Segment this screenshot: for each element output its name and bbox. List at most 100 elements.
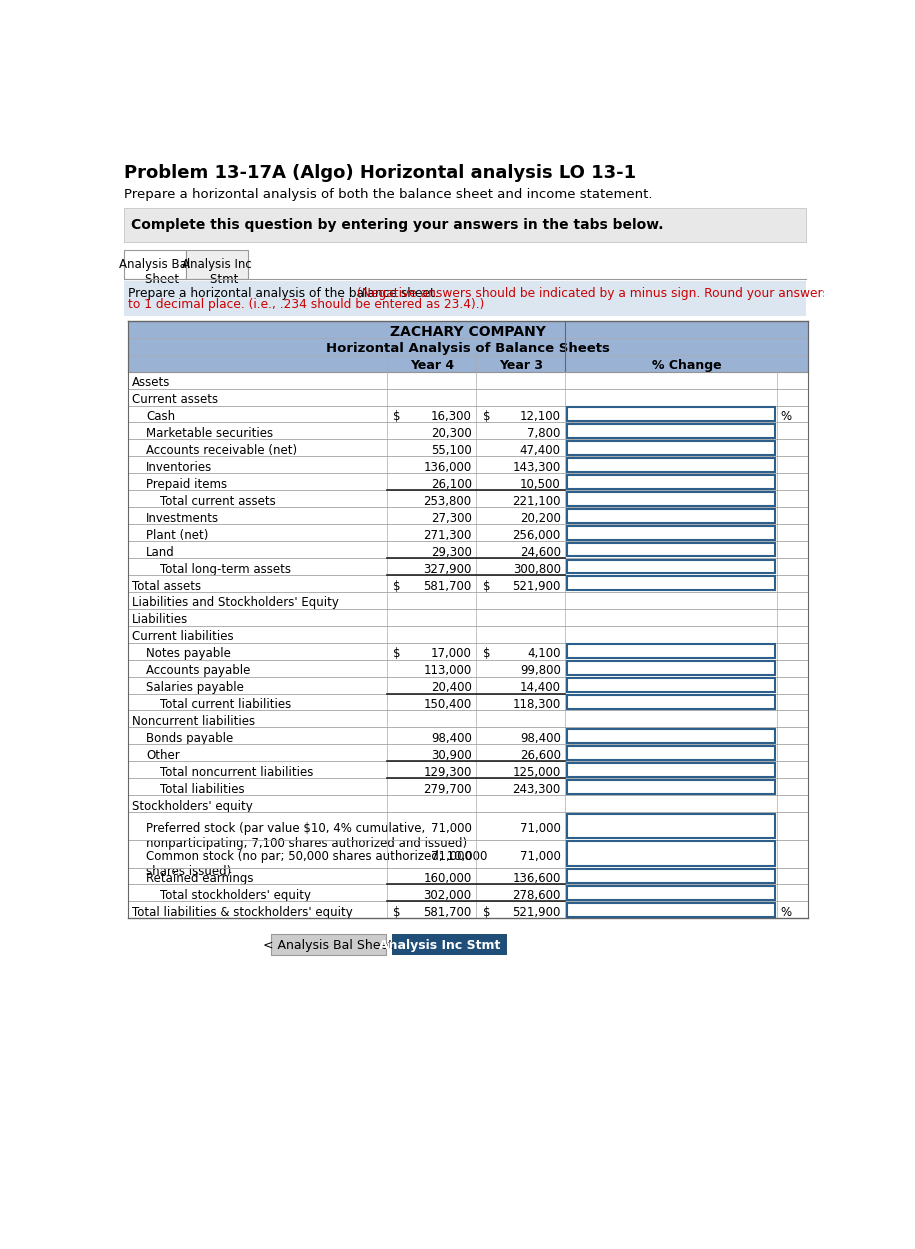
Bar xyxy=(127,778,808,796)
Text: 278,600: 278,600 xyxy=(512,889,561,902)
Text: 521,900: 521,900 xyxy=(512,906,561,919)
Text: Liabilities: Liabilities xyxy=(132,613,188,627)
Text: Analysis Bal
    Sheet: Analysis Bal Sheet xyxy=(119,257,190,286)
Bar xyxy=(567,423,775,438)
Text: 521,900: 521,900 xyxy=(512,580,561,592)
Bar xyxy=(127,440,808,456)
Text: 26,600: 26,600 xyxy=(520,749,561,762)
Bar xyxy=(567,542,775,557)
Bar xyxy=(127,456,808,473)
Bar xyxy=(127,626,808,643)
Text: 71,000: 71,000 xyxy=(431,849,471,863)
Text: Year 3: Year 3 xyxy=(499,358,543,371)
Text: 47,400: 47,400 xyxy=(520,445,561,457)
Text: Investments: Investments xyxy=(146,512,220,525)
Text: Total liabilities: Total liabilities xyxy=(160,783,244,796)
Text: 129,300: 129,300 xyxy=(424,766,471,779)
Text: Analysis Inc Stmt  >: Analysis Inc Stmt > xyxy=(379,939,520,952)
Text: Prepare a horizontal analysis of both the balance sheet and income statement.: Prepare a horizontal analysis of both th… xyxy=(124,189,652,201)
Text: Total noncurrent liabilities: Total noncurrent liabilities xyxy=(160,766,314,779)
Text: 17,000: 17,000 xyxy=(431,647,471,661)
Bar xyxy=(127,902,808,918)
Bar xyxy=(124,250,186,280)
Text: Total liabilities & stockholders' equity: Total liabilities & stockholders' equity xyxy=(132,906,353,919)
Bar xyxy=(127,796,808,812)
Text: 98,400: 98,400 xyxy=(431,732,471,744)
Text: Marketable securities: Marketable securities xyxy=(146,427,274,440)
Text: 118,300: 118,300 xyxy=(512,698,561,711)
Bar xyxy=(567,458,775,472)
Bar xyxy=(127,406,808,422)
Text: Stockholders' equity: Stockholders' equity xyxy=(132,799,253,813)
Bar xyxy=(127,525,808,541)
Text: 253,800: 253,800 xyxy=(424,495,471,508)
Bar xyxy=(567,577,775,591)
Text: Year 4: Year 4 xyxy=(410,358,454,371)
Text: Complete this question by entering your answers in the tabs below.: Complete this question by entering your … xyxy=(132,217,664,231)
Bar xyxy=(567,407,775,421)
Bar xyxy=(567,779,775,793)
Text: Notes payable: Notes payable xyxy=(146,647,231,661)
Text: $: $ xyxy=(393,580,401,592)
Bar xyxy=(124,281,806,316)
Text: Analysis Inc
    Stmt: Analysis Inc Stmt xyxy=(182,257,252,286)
Text: Retained earnings: Retained earnings xyxy=(146,872,253,886)
Text: Accounts receivable (net): Accounts receivable (net) xyxy=(146,445,297,457)
Text: Problem 13-17A (Algo) Horizontal analysis LO 13-1: Problem 13-17A (Algo) Horizontal analysi… xyxy=(124,164,636,182)
Bar xyxy=(567,729,775,743)
Text: 71,000: 71,000 xyxy=(520,822,561,836)
Text: 71,000: 71,000 xyxy=(520,849,561,863)
Text: % Change: % Change xyxy=(651,358,722,371)
Text: Liabilities and Stockholders' Equity: Liabilities and Stockholders' Equity xyxy=(132,597,339,610)
Text: 14,400: 14,400 xyxy=(520,681,561,694)
Text: %: % xyxy=(780,410,791,423)
Text: Assets: Assets xyxy=(132,376,170,390)
Text: 256,000: 256,000 xyxy=(512,528,561,542)
Text: $: $ xyxy=(482,580,490,592)
Text: 98,400: 98,400 xyxy=(520,732,561,744)
Bar xyxy=(127,693,808,711)
Text: 113,000: 113,000 xyxy=(424,664,471,677)
Text: 300,800: 300,800 xyxy=(512,562,561,576)
Text: 279,700: 279,700 xyxy=(423,783,471,796)
Bar xyxy=(567,694,775,709)
Bar xyxy=(124,209,806,242)
Text: Accounts payable: Accounts payable xyxy=(146,664,251,677)
Text: Total long-term assets: Total long-term assets xyxy=(160,562,291,576)
Text: $: $ xyxy=(482,647,490,661)
Bar xyxy=(127,592,808,608)
Text: 30,900: 30,900 xyxy=(431,749,471,762)
Bar xyxy=(127,490,808,507)
Text: to 1 decimal place. (i.e., .234 should be entered as 23.4).): to 1 decimal place. (i.e., .234 should b… xyxy=(128,299,485,311)
Text: Prepaid items: Prepaid items xyxy=(146,478,227,491)
Text: 243,300: 243,300 xyxy=(512,783,561,796)
Text: Total assets: Total assets xyxy=(132,580,201,592)
Text: 581,700: 581,700 xyxy=(424,906,471,919)
Text: Inventories: Inventories xyxy=(146,461,212,473)
Text: Plant (net): Plant (net) xyxy=(146,528,209,542)
Text: < Analysis Bal Sheet: < Analysis Bal Sheet xyxy=(264,939,393,952)
Text: Noncurrent liabilities: Noncurrent liabilities xyxy=(132,716,255,728)
Bar xyxy=(567,492,775,506)
Text: Preferred stock (par value $10, 4% cumulative,
nonparticipating; 7,100 shares au: Preferred stock (par value $10, 4% cumul… xyxy=(146,822,468,851)
Bar xyxy=(127,422,808,440)
Text: 20,400: 20,400 xyxy=(431,681,471,694)
Text: 581,700: 581,700 xyxy=(424,580,471,592)
Text: 26,100: 26,100 xyxy=(431,478,471,491)
Bar xyxy=(127,608,808,626)
Text: Salaries payable: Salaries payable xyxy=(146,681,244,694)
Bar xyxy=(127,575,808,592)
Text: $: $ xyxy=(393,647,401,661)
Bar xyxy=(392,934,507,955)
Bar xyxy=(567,441,775,455)
Text: 7,800: 7,800 xyxy=(527,427,561,440)
Text: 10,500: 10,500 xyxy=(520,478,561,491)
Bar xyxy=(127,884,808,902)
Text: 24,600: 24,600 xyxy=(520,546,561,558)
Text: (Negative answers should be indicated by a minus sign. Round your answers: (Negative answers should be indicated by… xyxy=(357,287,829,300)
Text: 136,000: 136,000 xyxy=(424,461,471,473)
Text: Bonds payable: Bonds payable xyxy=(146,732,233,744)
Bar xyxy=(127,388,808,406)
Text: 125,000: 125,000 xyxy=(512,766,561,779)
Bar xyxy=(127,643,808,659)
